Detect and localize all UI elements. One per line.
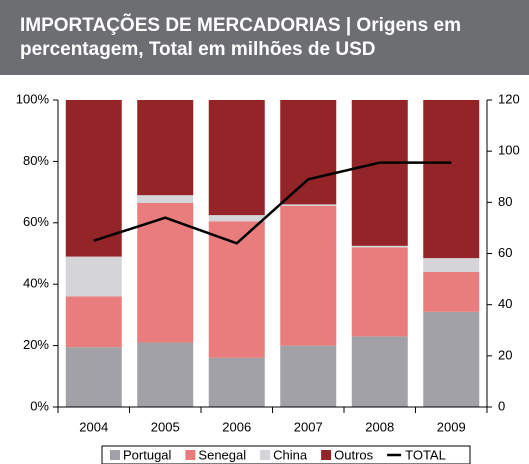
legend-label: Portugal (123, 447, 172, 462)
y-tick-label: 0% (30, 398, 49, 413)
y2-tick-label: 0 (498, 398, 505, 413)
legend-swatch (260, 450, 271, 460)
bar-segment (351, 247, 408, 337)
legend-swatch (110, 450, 120, 460)
y-tick-label: 40% (23, 276, 49, 291)
bar-segment (351, 245, 408, 248)
bar-segment (208, 215, 265, 222)
y2-tick-label: 20 (498, 347, 512, 362)
total-line (93, 161, 452, 245)
bar-segment (280, 345, 337, 407)
bar-segment (137, 342, 194, 407)
y2-tick-label: 100 (498, 143, 520, 158)
legend-label: Senegal (198, 447, 246, 462)
bar-segment (65, 347, 122, 407)
y-tick-label: 60% (23, 214, 49, 229)
bar-segment (137, 100, 194, 196)
chart-title: IMPORTAÇÕES DE MERCADORIAS | Origens em … (0, 0, 529, 75)
bar-segment (65, 256, 122, 297)
x-tick-label: 2006 (222, 419, 251, 434)
y2-tick-label: 120 (498, 91, 520, 106)
bar-segment (423, 258, 480, 272)
x-tick-label: 2009 (437, 419, 466, 434)
y2-tick-label: 80 (498, 194, 512, 209)
y-tick-label: 100% (16, 91, 50, 106)
bar-segment (423, 100, 480, 259)
bar-segment (351, 336, 408, 407)
x-tick-label: 2005 (151, 419, 180, 434)
bar-segment (137, 202, 194, 343)
legend-swatch (321, 450, 332, 460)
legend-label: TOTAL (405, 447, 446, 462)
x-tick-label: 2007 (294, 419, 323, 434)
bar-segment (65, 100, 122, 257)
legend-label: China (273, 447, 308, 462)
bar-segment (280, 205, 337, 346)
y-tick-label: 80% (23, 153, 49, 168)
bar-segment (280, 204, 337, 206)
legend-swatch (185, 450, 196, 460)
x-tick-label: 2004 (79, 419, 108, 434)
legend-box (101, 445, 471, 464)
bar-segment (351, 100, 408, 246)
y2-tick-label: 60 (498, 245, 512, 260)
bar-segment (423, 271, 480, 312)
bar-segment (137, 195, 194, 203)
legend-label: Outros (334, 447, 374, 462)
bar-segment (65, 296, 122, 348)
bar-segment (423, 311, 480, 407)
y-tick-label: 20% (23, 337, 49, 352)
bar-segment (208, 357, 265, 407)
bar-segment (208, 100, 265, 216)
x-tick-label: 2008 (365, 419, 394, 434)
bar-segment (280, 100, 337, 205)
y2-tick-label: 40 (498, 296, 512, 311)
